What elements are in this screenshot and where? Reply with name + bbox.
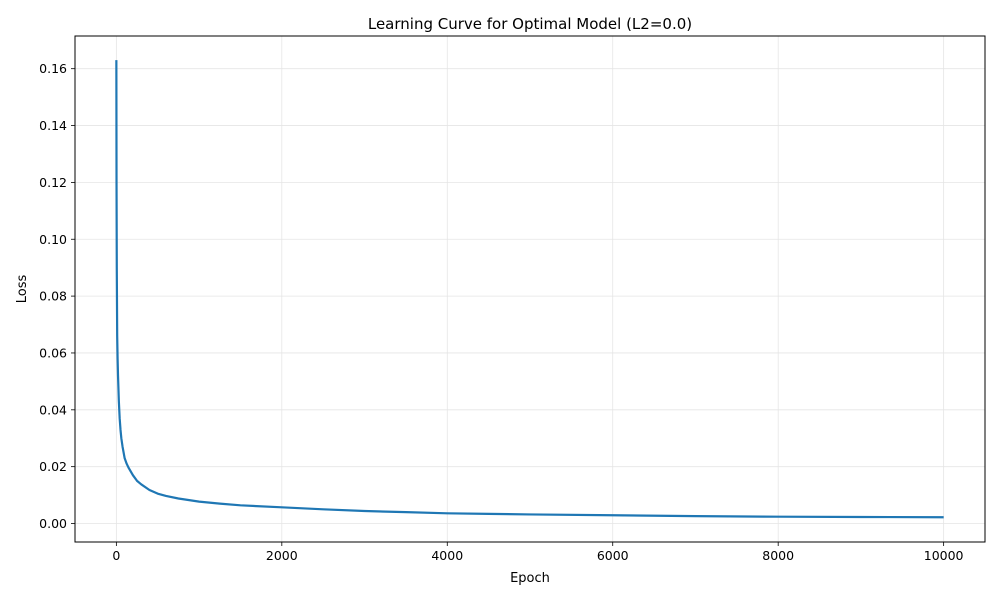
y-tick-label: 0.00	[39, 516, 67, 531]
x-tick-label: 8000	[762, 548, 794, 563]
y-tick-label: 0.04	[39, 402, 67, 417]
y-axis-label: Loss	[15, 275, 30, 304]
x-tick-label: 0	[112, 548, 120, 563]
x-axis-ticks: 0 2000 4000 6000 8000 10000	[112, 542, 964, 563]
y-tick-label: 0.08	[39, 289, 67, 304]
y-tick-label: 0.02	[39, 459, 67, 474]
y-tick-label: 0.16	[39, 61, 67, 76]
plot-frame	[74, 35, 986, 543]
x-tick-label: 10000	[924, 548, 964, 563]
x-axis-label: Epoch	[510, 571, 550, 586]
x-tick-label: 4000	[431, 548, 463, 563]
y-tick-label: 0.06	[39, 345, 67, 360]
x-tick-label: 2000	[266, 548, 298, 563]
series-group	[115, 60, 944, 519]
y-tick-label: 0.14	[39, 118, 67, 133]
grid	[75, 36, 985, 542]
y-axis-ticks: 0.00 0.02 0.04 0.06 0.08 0.10 0.12 0.14 0.16	[39, 61, 75, 531]
loss-line	[115, 60, 944, 519]
y-tick-label: 0.10	[39, 232, 67, 247]
y-tick-label: 0.12	[39, 175, 67, 190]
chart-title: Learning Curve for Optimal Model (L2=0.0…	[368, 15, 692, 33]
x-tick-label: 6000	[597, 548, 629, 563]
